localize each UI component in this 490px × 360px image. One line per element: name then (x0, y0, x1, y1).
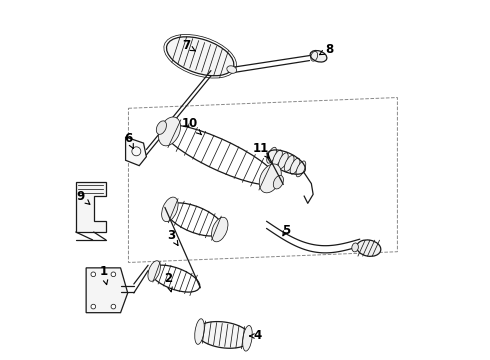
Polygon shape (125, 137, 147, 166)
Ellipse shape (357, 240, 381, 256)
Ellipse shape (158, 117, 180, 146)
Text: 2: 2 (164, 272, 172, 292)
Text: 3: 3 (168, 229, 178, 246)
Ellipse shape (310, 50, 327, 62)
Polygon shape (86, 268, 128, 313)
Polygon shape (196, 321, 251, 348)
Ellipse shape (296, 161, 306, 177)
Ellipse shape (111, 272, 116, 276)
Text: 9: 9 (76, 190, 90, 204)
Text: 10: 10 (181, 117, 201, 135)
Text: 7: 7 (182, 39, 195, 52)
Ellipse shape (352, 243, 358, 252)
Ellipse shape (212, 217, 228, 242)
Ellipse shape (273, 175, 284, 189)
Ellipse shape (91, 272, 96, 276)
Ellipse shape (278, 153, 288, 168)
Text: 5: 5 (282, 224, 291, 237)
Text: 11: 11 (253, 142, 270, 158)
Text: 1: 1 (99, 265, 108, 285)
Text: 4: 4 (250, 329, 262, 342)
Ellipse shape (111, 304, 116, 309)
Ellipse shape (91, 304, 96, 309)
Ellipse shape (167, 37, 234, 76)
Ellipse shape (290, 158, 300, 174)
Polygon shape (76, 182, 106, 232)
Ellipse shape (259, 164, 281, 193)
Text: 8: 8 (319, 42, 333, 55)
Ellipse shape (162, 197, 178, 222)
Ellipse shape (284, 156, 294, 171)
Ellipse shape (148, 261, 160, 281)
Text: 6: 6 (124, 132, 133, 149)
Ellipse shape (267, 147, 276, 163)
Ellipse shape (227, 66, 237, 73)
Ellipse shape (195, 319, 204, 345)
Ellipse shape (156, 121, 167, 134)
Ellipse shape (272, 150, 282, 166)
Ellipse shape (243, 325, 252, 351)
